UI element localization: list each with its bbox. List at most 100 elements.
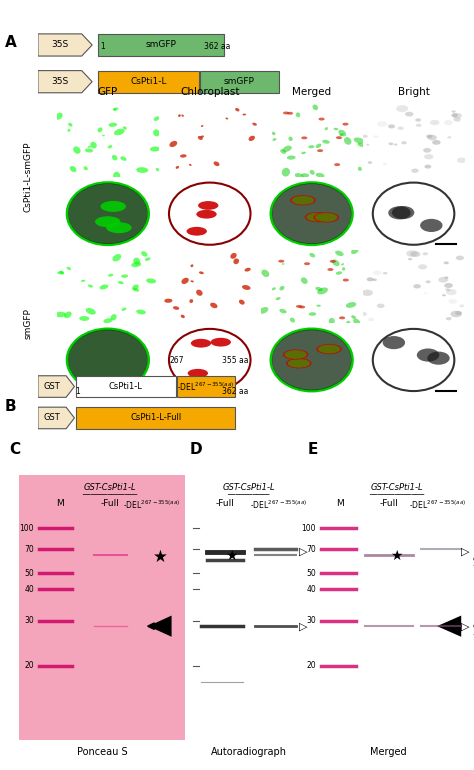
Polygon shape bbox=[38, 34, 92, 56]
Ellipse shape bbox=[70, 166, 76, 172]
Ellipse shape bbox=[309, 312, 316, 316]
Bar bbox=[19, 528, 185, 554]
Text: CsPti1-L: CsPti1-L bbox=[109, 382, 143, 391]
Ellipse shape bbox=[454, 117, 461, 122]
Bar bbox=[19, 475, 185, 501]
Ellipse shape bbox=[191, 339, 211, 347]
Text: GST-CsPti1-L
-Full: GST-CsPti1-L -Full bbox=[473, 557, 474, 568]
Ellipse shape bbox=[272, 330, 351, 390]
Ellipse shape bbox=[416, 124, 421, 127]
Ellipse shape bbox=[305, 212, 330, 223]
Ellipse shape bbox=[338, 129, 346, 136]
Text: 362 aa: 362 aa bbox=[222, 387, 248, 396]
Ellipse shape bbox=[199, 271, 204, 274]
Ellipse shape bbox=[426, 280, 431, 283]
Bar bbox=[19, 608, 185, 634]
Ellipse shape bbox=[451, 113, 458, 117]
Text: 50: 50 bbox=[24, 568, 34, 578]
Ellipse shape bbox=[405, 112, 413, 116]
Ellipse shape bbox=[276, 297, 281, 300]
Ellipse shape bbox=[108, 274, 113, 276]
Ellipse shape bbox=[296, 305, 302, 308]
Ellipse shape bbox=[423, 148, 431, 152]
Text: 20: 20 bbox=[24, 661, 34, 671]
Bar bbox=[19, 714, 185, 740]
Ellipse shape bbox=[136, 310, 146, 314]
Ellipse shape bbox=[392, 206, 414, 219]
Ellipse shape bbox=[150, 146, 160, 152]
Ellipse shape bbox=[173, 306, 179, 310]
Ellipse shape bbox=[141, 251, 147, 256]
Text: ★: ★ bbox=[391, 549, 403, 563]
Ellipse shape bbox=[343, 279, 349, 282]
Text: Merged: Merged bbox=[370, 747, 407, 757]
Text: 35S: 35S bbox=[51, 77, 68, 86]
Text: 40: 40 bbox=[24, 584, 34, 594]
Ellipse shape bbox=[279, 286, 284, 290]
Polygon shape bbox=[38, 71, 92, 92]
Bar bbox=[19, 661, 185, 687]
Ellipse shape bbox=[283, 350, 309, 360]
Ellipse shape bbox=[317, 149, 323, 152]
Ellipse shape bbox=[226, 118, 228, 119]
Ellipse shape bbox=[318, 345, 340, 353]
Ellipse shape bbox=[108, 145, 112, 149]
Bar bbox=[19, 634, 185, 661]
Ellipse shape bbox=[210, 303, 218, 308]
Ellipse shape bbox=[413, 284, 421, 289]
Text: ▷: ▷ bbox=[299, 547, 307, 557]
Text: GST-CsPti1-L: GST-CsPti1-L bbox=[222, 483, 275, 492]
Ellipse shape bbox=[287, 112, 293, 115]
Text: 20: 20 bbox=[307, 661, 316, 671]
Ellipse shape bbox=[81, 280, 85, 282]
Ellipse shape bbox=[366, 144, 370, 146]
Ellipse shape bbox=[214, 162, 219, 166]
Ellipse shape bbox=[444, 283, 453, 288]
Ellipse shape bbox=[339, 316, 345, 320]
Text: smGFP: smGFP bbox=[146, 41, 176, 49]
Ellipse shape bbox=[368, 161, 372, 164]
Ellipse shape bbox=[358, 167, 362, 171]
Ellipse shape bbox=[290, 195, 316, 206]
Ellipse shape bbox=[315, 287, 322, 291]
Ellipse shape bbox=[153, 129, 160, 136]
Ellipse shape bbox=[282, 168, 290, 176]
Ellipse shape bbox=[418, 264, 427, 270]
Ellipse shape bbox=[156, 168, 159, 171]
Ellipse shape bbox=[341, 263, 344, 266]
Ellipse shape bbox=[427, 352, 450, 365]
Ellipse shape bbox=[145, 257, 150, 261]
Ellipse shape bbox=[335, 250, 344, 256]
Ellipse shape bbox=[362, 135, 368, 138]
Ellipse shape bbox=[131, 262, 141, 267]
Ellipse shape bbox=[188, 369, 208, 377]
Ellipse shape bbox=[198, 201, 219, 210]
Ellipse shape bbox=[73, 146, 81, 154]
Ellipse shape bbox=[235, 108, 239, 112]
Ellipse shape bbox=[315, 213, 337, 222]
Text: GST: GST bbox=[44, 382, 60, 391]
Ellipse shape bbox=[367, 277, 374, 281]
Ellipse shape bbox=[201, 125, 203, 127]
Ellipse shape bbox=[444, 261, 449, 264]
Ellipse shape bbox=[346, 321, 350, 325]
Ellipse shape bbox=[299, 306, 305, 309]
Ellipse shape bbox=[123, 126, 127, 130]
Ellipse shape bbox=[406, 250, 418, 256]
Polygon shape bbox=[38, 407, 74, 429]
Ellipse shape bbox=[295, 173, 304, 179]
Ellipse shape bbox=[113, 108, 116, 111]
Polygon shape bbox=[148, 615, 172, 637]
Text: smGFP: smGFP bbox=[24, 308, 33, 339]
Ellipse shape bbox=[313, 213, 339, 223]
Ellipse shape bbox=[272, 132, 275, 136]
Polygon shape bbox=[38, 376, 74, 397]
Ellipse shape bbox=[196, 290, 202, 296]
Text: GFP: GFP bbox=[98, 88, 118, 97]
Ellipse shape bbox=[230, 253, 237, 259]
Ellipse shape bbox=[452, 110, 456, 112]
Ellipse shape bbox=[121, 274, 128, 278]
Ellipse shape bbox=[283, 112, 289, 115]
Text: A: A bbox=[5, 35, 17, 50]
Ellipse shape bbox=[459, 304, 464, 307]
